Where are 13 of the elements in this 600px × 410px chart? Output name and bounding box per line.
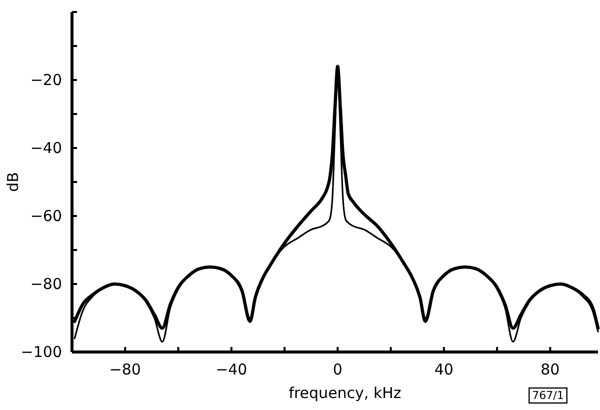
y-tick-label: −40 xyxy=(30,138,62,157)
x-tick-label: 0 xyxy=(332,360,342,379)
x-tick-label: −80 xyxy=(109,360,141,379)
x-tick-label: −40 xyxy=(216,360,248,379)
y-tick-label: −20 xyxy=(30,70,62,89)
x-tick-label: 80 xyxy=(540,360,560,379)
y-tick-label: −60 xyxy=(30,206,62,225)
y-axis-title: dB xyxy=(4,172,22,192)
text: 767/1 xyxy=(532,389,564,402)
y-tick-label: −80 xyxy=(30,274,62,293)
x-tick-label: 40 xyxy=(434,360,454,379)
y-tick-label: −100 xyxy=(20,342,62,361)
x-axis-title: frequency, kHz xyxy=(288,384,402,402)
